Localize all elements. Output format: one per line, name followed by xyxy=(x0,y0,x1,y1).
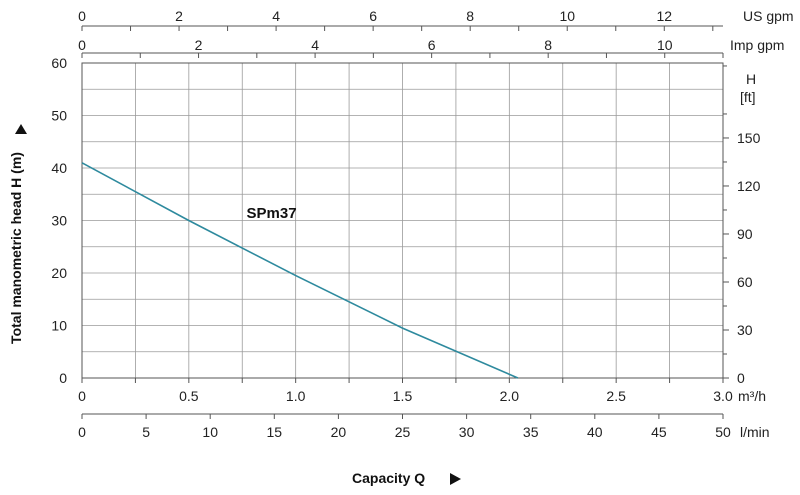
tick-label: 90 xyxy=(737,226,753,242)
head-ft-axis: 0 30 60 90 120 150 xyxy=(723,65,761,386)
tick-label: 2.5 xyxy=(606,388,626,404)
x-axis-arrow-icon xyxy=(450,473,461,485)
tick-label: 0 xyxy=(78,37,86,53)
tick-label: 12 xyxy=(656,8,672,24)
tick-label: 6 xyxy=(369,8,377,24)
tick-label: 15 xyxy=(267,424,283,440)
tick-label: 50 xyxy=(715,424,731,440)
tick-label: 6 xyxy=(428,37,436,53)
tick-label: 30 xyxy=(459,424,475,440)
tick-label: 40 xyxy=(587,424,603,440)
tick-label: 60 xyxy=(51,55,67,71)
tick-label: 2 xyxy=(195,37,203,53)
tick-label: 0 xyxy=(737,370,745,386)
tick-label: 10 xyxy=(559,8,575,24)
tick-label: 0 xyxy=(59,370,67,386)
head-m-axis: 0 10 20 30 40 50 60 xyxy=(51,55,67,386)
lmin-unit-label: l/min xyxy=(740,424,770,440)
y-axis-title: Total manometric head H (m) xyxy=(8,152,24,344)
tick-label: 30 xyxy=(51,213,67,229)
tick-label: 30 xyxy=(737,322,753,338)
tick-label: 35 xyxy=(523,424,539,440)
m3h-unit-label: m³/h xyxy=(738,388,766,404)
grid-lines xyxy=(81,62,724,379)
us-gpm-axis: 0 2 4 6 8 10 12 xyxy=(78,8,723,31)
tick-label: 25 xyxy=(395,424,411,440)
y-axis-title-group: Total manometric head H (m) xyxy=(8,124,27,344)
tick-label: 3.0 xyxy=(713,388,733,404)
series-line-spm37 xyxy=(81,162,519,379)
tick-label: 120 xyxy=(737,178,761,194)
tick-label: 4 xyxy=(311,37,319,53)
tick-label: 0 xyxy=(78,8,86,24)
tick-label: 2.0 xyxy=(500,388,520,404)
imp-gpm-axis: 0 2 4 6 8 10 xyxy=(78,37,724,58)
tick-label: 45 xyxy=(651,424,667,440)
series-label-spm37: SPm37 xyxy=(247,205,297,222)
us-gpm-unit-label: US gpm xyxy=(743,8,794,24)
tick-label: 10 xyxy=(51,318,67,334)
tick-label: 5 xyxy=(142,424,150,440)
head-ft-unit-line2: [ft] xyxy=(740,89,756,105)
tick-label: 20 xyxy=(331,424,347,440)
tick-label: 0.5 xyxy=(179,388,199,404)
capacity-m3h-axis: 0 0.5 1.0 1.5 2.0 2.5 3.0 xyxy=(78,377,733,404)
tick-label: 150 xyxy=(737,130,761,146)
tick-label: 20 xyxy=(51,265,67,281)
x-axis-title-group: Capacity Q xyxy=(352,470,461,486)
tick-label: 4 xyxy=(272,8,280,24)
tick-label: 10 xyxy=(657,37,673,53)
tick-label: 60 xyxy=(737,274,753,290)
tick-label: 50 xyxy=(51,108,67,124)
tick-label: 8 xyxy=(466,8,474,24)
tick-label: 40 xyxy=(51,160,67,176)
y-axis-arrow-icon xyxy=(15,124,27,134)
x-axis-title: Capacity Q xyxy=(352,470,425,486)
imp-gpm-unit-label: Imp gpm xyxy=(730,37,784,53)
tick-label: 1.0 xyxy=(286,388,306,404)
tick-label: 2 xyxy=(175,8,183,24)
tick-label: 1.5 xyxy=(393,388,413,404)
head-ft-unit-line1: H xyxy=(746,71,756,87)
tick-label: 10 xyxy=(202,424,218,440)
tick-label: 0 xyxy=(78,424,86,440)
capacity-lmin-axis: 0 5 10 15 20 25 30 35 40 45 50 xyxy=(78,413,731,440)
tick-label: 8 xyxy=(544,37,552,53)
tick-label: 0 xyxy=(78,388,86,404)
